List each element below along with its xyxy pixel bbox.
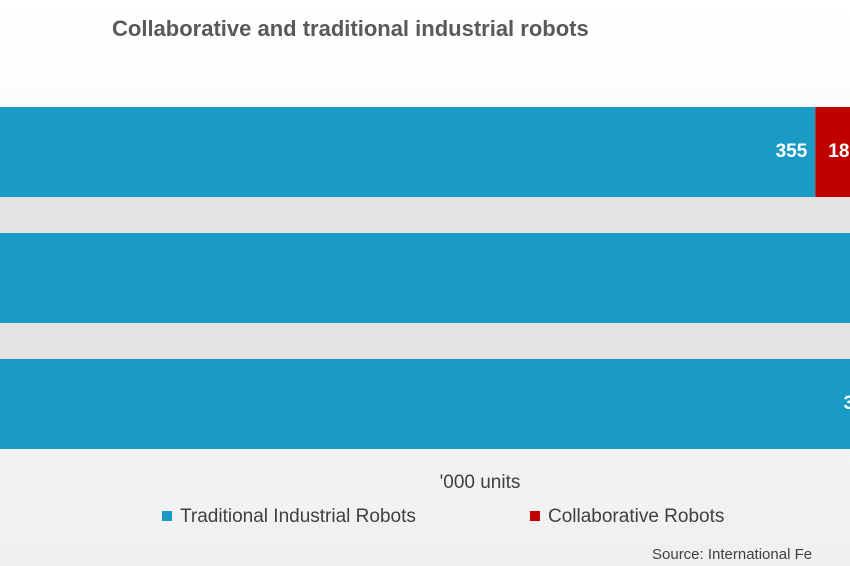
legend-swatch (530, 511, 540, 521)
bar-segment (0, 107, 816, 197)
legend: Traditional Industrial Robots Collaborati… (162, 506, 724, 527)
legend-swatch (162, 511, 172, 521)
data-label: 355 (776, 141, 808, 162)
bar-segment (0, 359, 850, 449)
source: Source: International Fe (652, 546, 812, 563)
band (0, 323, 850, 359)
data-label: 18 (828, 141, 849, 162)
axis-label: '000 units (440, 472, 521, 493)
legend-label: Traditional Industrial Robots (180, 506, 416, 527)
bar-segment (815, 107, 850, 197)
bar-segment (0, 233, 850, 323)
data-label: 381 (844, 393, 850, 414)
band (0, 197, 850, 233)
bars: 355184081438111 (0, 107, 850, 449)
legend-label: Collaborative Robots (548, 506, 724, 527)
chart-title: Collaborative and traditional industrial… (112, 16, 589, 41)
